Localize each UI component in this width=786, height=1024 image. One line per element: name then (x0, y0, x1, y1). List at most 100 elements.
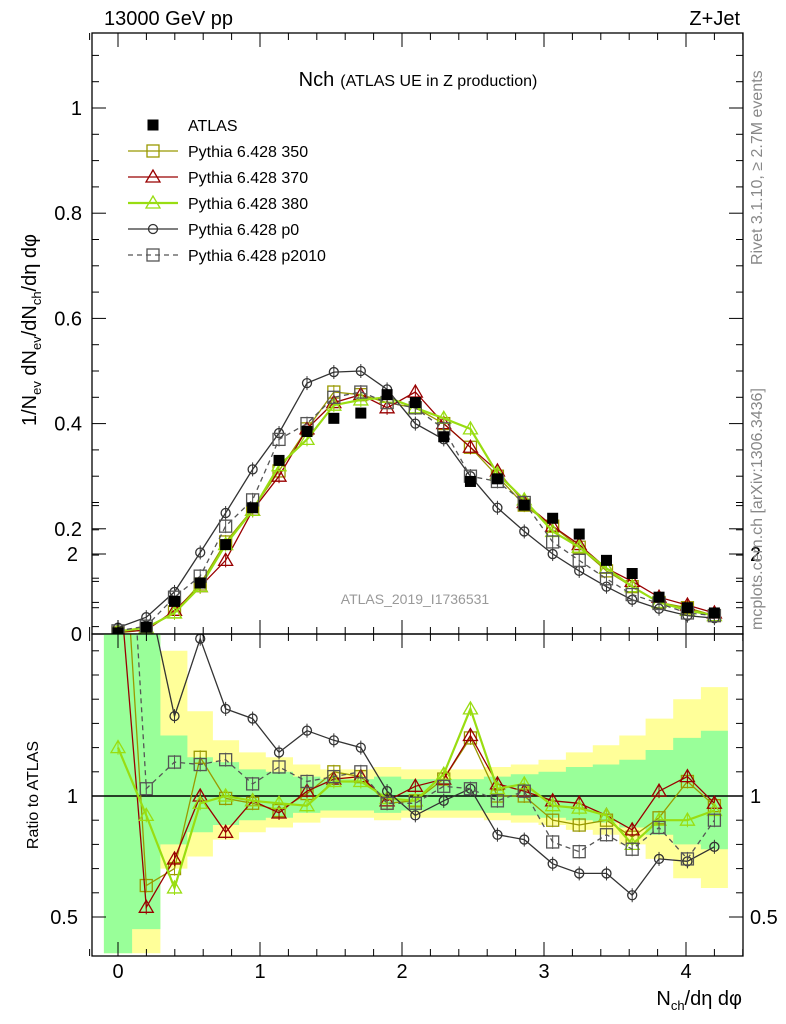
ratio-p2010-point (572, 845, 586, 859)
main-y-tick-label: 0.8 (54, 203, 82, 225)
legend-atlas-marker (147, 119, 159, 131)
ratio-p2010-point (625, 842, 639, 856)
ratio-y-tick-label: 1 (67, 786, 78, 808)
main-p370-point (407, 383, 424, 398)
main-y-tick-label: 0.4 (54, 414, 82, 436)
ratio-p380-point (598, 807, 615, 822)
main-atlas-point (328, 412, 340, 424)
ratio-p2010-point (245, 777, 260, 791)
main-p370-point (270, 467, 288, 482)
main-atlas-point (169, 595, 181, 607)
legend-p2010-label: Pythia 6.428 p2010 (188, 248, 326, 265)
ratio-p370-point (624, 821, 641, 836)
main-atlas-point (247, 502, 259, 514)
mcplots-reference-label: mcplots.cern.ch [arXiv:1306.3436] (749, 388, 766, 630)
main-atlas-point (301, 425, 313, 437)
legend-p350-marker (146, 144, 160, 158)
x-axis-label: Nch/dη dφ (656, 988, 742, 1013)
header-process: Z+Jet (689, 8, 740, 30)
ratio-p380-point (270, 794, 288, 809)
main-p0-point (355, 365, 366, 377)
main-atlas-point (518, 499, 530, 511)
ratio-p350-point (572, 818, 586, 832)
ratio-p2010-point (167, 755, 182, 769)
main-p2010-point (599, 572, 614, 586)
ratio-p380-point (571, 799, 588, 814)
ratio-p2010-point (517, 784, 531, 798)
ratio-p380-point (462, 700, 479, 715)
ratio-p2010-point (112, 306, 124, 318)
ratio-p0-point (410, 810, 421, 821)
ratio-p2010-point (680, 852, 695, 866)
ratio-p380-point (244, 792, 261, 807)
ratio-y-axis-label: Ratio to ATLAS (25, 741, 42, 849)
ratio-p380-point (298, 797, 316, 812)
ratio-p2010-point (300, 774, 314, 789)
ratio-p2010-point (380, 796, 394, 810)
main-p370-point (217, 552, 234, 567)
main-p2010-point (546, 535, 560, 549)
main-p380-point (571, 538, 588, 553)
ratio-y-tick-label-right: 0.5 (750, 907, 778, 929)
ratio-p350-point (139, 878, 153, 893)
ratio-p2010-point (354, 765, 368, 779)
ratio-p0-point (601, 868, 612, 879)
main-p0-point (247, 464, 258, 475)
legend-p0-marker (147, 223, 159, 235)
main-y-tick-label: 0.6 (54, 308, 82, 330)
ratio-y-tick-label-right: 1 (750, 786, 761, 808)
ratio-p0-point (142, 581, 151, 590)
main-atlas-point (355, 407, 367, 419)
ratio-panel: 0 1 2 3 4 0.5 0.5 1 1 2 2 Ratio to ATLAS Nch/dη dφ (25, 306, 778, 1013)
main-atlas-point (409, 397, 421, 409)
ratio-panel-frame (91, 633, 744, 957)
main-p370-point (462, 438, 479, 453)
x-tick-label: 0 (112, 961, 123, 983)
ratio-p0-point (438, 795, 449, 806)
main-atlas-point (381, 389, 393, 401)
main-p0-point (547, 548, 558, 560)
main-p0-point (220, 507, 231, 519)
ratio-y-tick-label-right: 2 (750, 544, 761, 566)
ratio-p2010-line (136, 634, 715, 860)
ratio-p2010-point (652, 820, 666, 835)
ratio-p0-point (492, 829, 503, 840)
legend-p380-label: Pythia 6.428 380 (188, 196, 308, 213)
legend-p370-label: Pythia 6.428 370 (188, 170, 308, 187)
ratio-p0-point (381, 786, 393, 797)
main-atlas-point (491, 473, 503, 485)
ratio-p2010-point (408, 796, 422, 810)
main-p380-point (298, 431, 316, 446)
main-atlas-point (438, 431, 450, 443)
main-p2010-point (327, 390, 341, 404)
ratio-p2010-point (437, 779, 451, 793)
main-p2010-point (218, 519, 233, 533)
ratio-p0-point (220, 703, 231, 715)
ratio-p0-point (247, 713, 258, 724)
ratio-p0-point (328, 735, 339, 746)
ratio-p2010-point (463, 782, 478, 796)
legend-p370-marker (144, 168, 162, 183)
x-tick-label: 3 (538, 961, 549, 983)
ratio-p0-point (519, 834, 530, 845)
ratio-p2010-point (193, 757, 207, 772)
ratio-p380-point (679, 811, 696, 826)
main-y-tick-label: 0.2 (54, 519, 82, 541)
main-p0-line (117, 370, 715, 629)
plot-title-sub: (ATLAS UE in Z production) (340, 73, 537, 90)
main-p0-point (328, 366, 339, 378)
ratio-y-tick-label: 2 (67, 544, 78, 566)
main-p2010-point (354, 385, 368, 399)
watermark-analysis: ATLAS_2019_I1736531 (341, 591, 490, 607)
main-y-axis-label: 1/Nev dNev/dNch/dη dφ (19, 234, 44, 426)
ratio-p2010-point (327, 769, 341, 784)
main-panel: 0 0.2 0.4 0.6 0.8 1 Nch (ATLAS UE in Z product… (19, 32, 744, 646)
main-p0-point (195, 547, 206, 558)
main-p380-point (166, 604, 183, 619)
ratio-p0-point (273, 747, 285, 758)
main-atlas-point (626, 568, 638, 580)
ratio-p380-point (138, 807, 155, 822)
ratio-y-tick-label: 0.5 (50, 907, 78, 929)
ratio-p380-point (489, 780, 506, 795)
main-atlas-point (573, 528, 585, 540)
